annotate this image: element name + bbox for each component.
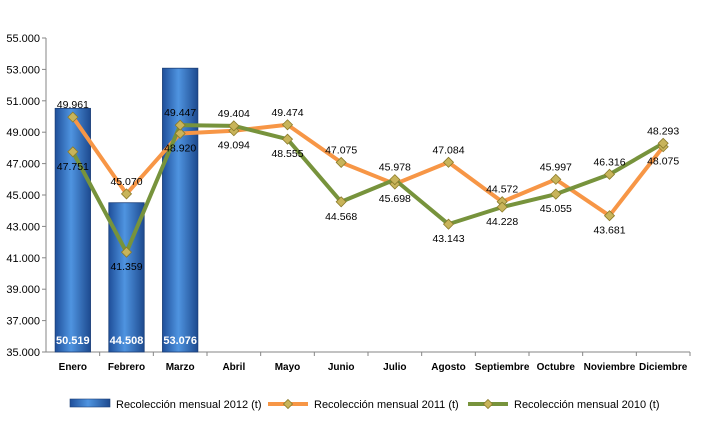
x-tick-label: Julio <box>383 362 406 373</box>
label-2010: 48.555 <box>271 148 303 160</box>
label-2010: 43.143 <box>432 233 464 245</box>
label-2011: 43.681 <box>593 225 625 237</box>
label-2011: 45.997 <box>540 161 572 173</box>
legend-label: Recolección mensual 2012 (t) <box>116 399 262 411</box>
series-marker <box>335 196 347 208</box>
series-marker <box>174 119 186 131</box>
lines <box>67 111 669 258</box>
x-tick-label: Enero <box>59 362 87 373</box>
legend-swatch-marker <box>282 398 294 410</box>
label-2010: 45.055 <box>540 203 572 215</box>
series-marker <box>281 133 294 145</box>
label-2011: 48.075 <box>647 156 679 168</box>
x-tick-label: Diciembre <box>639 362 688 373</box>
x-tick-label: Junio <box>328 362 355 373</box>
label-2010: 44.228 <box>486 216 518 228</box>
label-2011: 44.572 <box>486 184 518 196</box>
label-2011: 45.070 <box>110 176 142 188</box>
series-line <box>70 123 666 255</box>
bars <box>54 67 199 353</box>
bar-label: 44.508 <box>110 335 144 347</box>
y-tick-label: 47.000 <box>6 159 40 171</box>
y-tick-label: 35.000 <box>6 347 40 359</box>
x-tick-label: Octubre <box>537 362 576 373</box>
series-marker <box>550 173 562 185</box>
bar-2012 <box>54 107 91 353</box>
legend-label: Recolección mensual 2011 (t) <box>314 399 459 411</box>
label-2010: 41.359 <box>110 261 142 273</box>
label-2011: 47.075 <box>325 144 357 156</box>
y-tick-label: 45.000 <box>6 190 40 202</box>
x-tick-label: Noviembre <box>584 362 636 373</box>
label-2010: 48.293 <box>647 125 679 137</box>
y-tick-label: 51.000 <box>6 96 40 108</box>
series-marker <box>603 210 616 222</box>
label-2011: 47.084 <box>432 144 464 156</box>
series-marker <box>67 111 79 123</box>
x-tick-label: Septiembre <box>475 362 530 373</box>
legend-swatch-bar <box>69 398 111 408</box>
label-2011: 49.961 <box>57 99 89 111</box>
x-tick-label: Agosto <box>431 362 465 373</box>
label-2010: 45.978 <box>379 162 411 174</box>
series-marker <box>335 156 347 168</box>
y-tick-label: 43.000 <box>6 221 40 233</box>
x-tick-label: Marzo <box>166 362 195 373</box>
bar-label: 53.076 <box>163 335 197 347</box>
series-marker <box>120 188 133 200</box>
label-2011: 49.094 <box>218 140 250 152</box>
legend-label: Recolección mensual 2010 (t) <box>514 399 660 411</box>
label-2010: 49.447 <box>164 107 196 119</box>
data-labels: 50.519 44.508 53.076 49.961 47.751 45.070 41.3… <box>56 99 679 347</box>
series-marker <box>550 188 562 200</box>
label-2011: 49.474 <box>271 107 303 119</box>
series-marker <box>442 218 455 230</box>
label-2010: 46.316 <box>593 156 625 168</box>
y-tick-label: 41.000 <box>6 253 40 265</box>
label-2011: 45.698 <box>379 193 411 205</box>
label-2010: 47.751 <box>57 161 89 173</box>
series-marker <box>496 201 508 213</box>
x-tick-label: Abril <box>222 362 245 373</box>
x-tick-label: Mayo <box>275 362 301 373</box>
x-tick-label: Febrero <box>108 362 145 373</box>
series-marker <box>174 127 186 140</box>
series-marker <box>389 174 401 186</box>
label-2010: 44.568 <box>325 211 357 223</box>
y-tick-label: 53.000 <box>6 64 40 76</box>
axes: 35.000 37.000 39.000 41.000 43.000 45.000 47.0… <box>6 33 691 373</box>
y-tick-label: 37.000 <box>6 316 40 328</box>
bar-label: 50.519 <box>56 335 90 347</box>
label-2011: 48.920 <box>164 142 196 154</box>
bar-2012 <box>162 67 199 353</box>
series-marker <box>603 168 616 180</box>
legend: Recolección mensual 2012 (t) Recolección … <box>69 398 660 411</box>
y-tick-label: 55.000 <box>6 33 40 45</box>
series-marker <box>67 146 79 158</box>
legend-swatch-marker <box>482 398 494 410</box>
series-marker <box>442 156 455 168</box>
series-marker <box>120 246 133 258</box>
series-marker <box>657 137 669 149</box>
series-marker <box>228 120 240 132</box>
y-tick-label: 39.000 <box>6 284 40 296</box>
label-2010: 49.404 <box>218 108 250 120</box>
series-marker <box>281 119 294 131</box>
y-tick-label: 49.000 <box>6 127 40 139</box>
